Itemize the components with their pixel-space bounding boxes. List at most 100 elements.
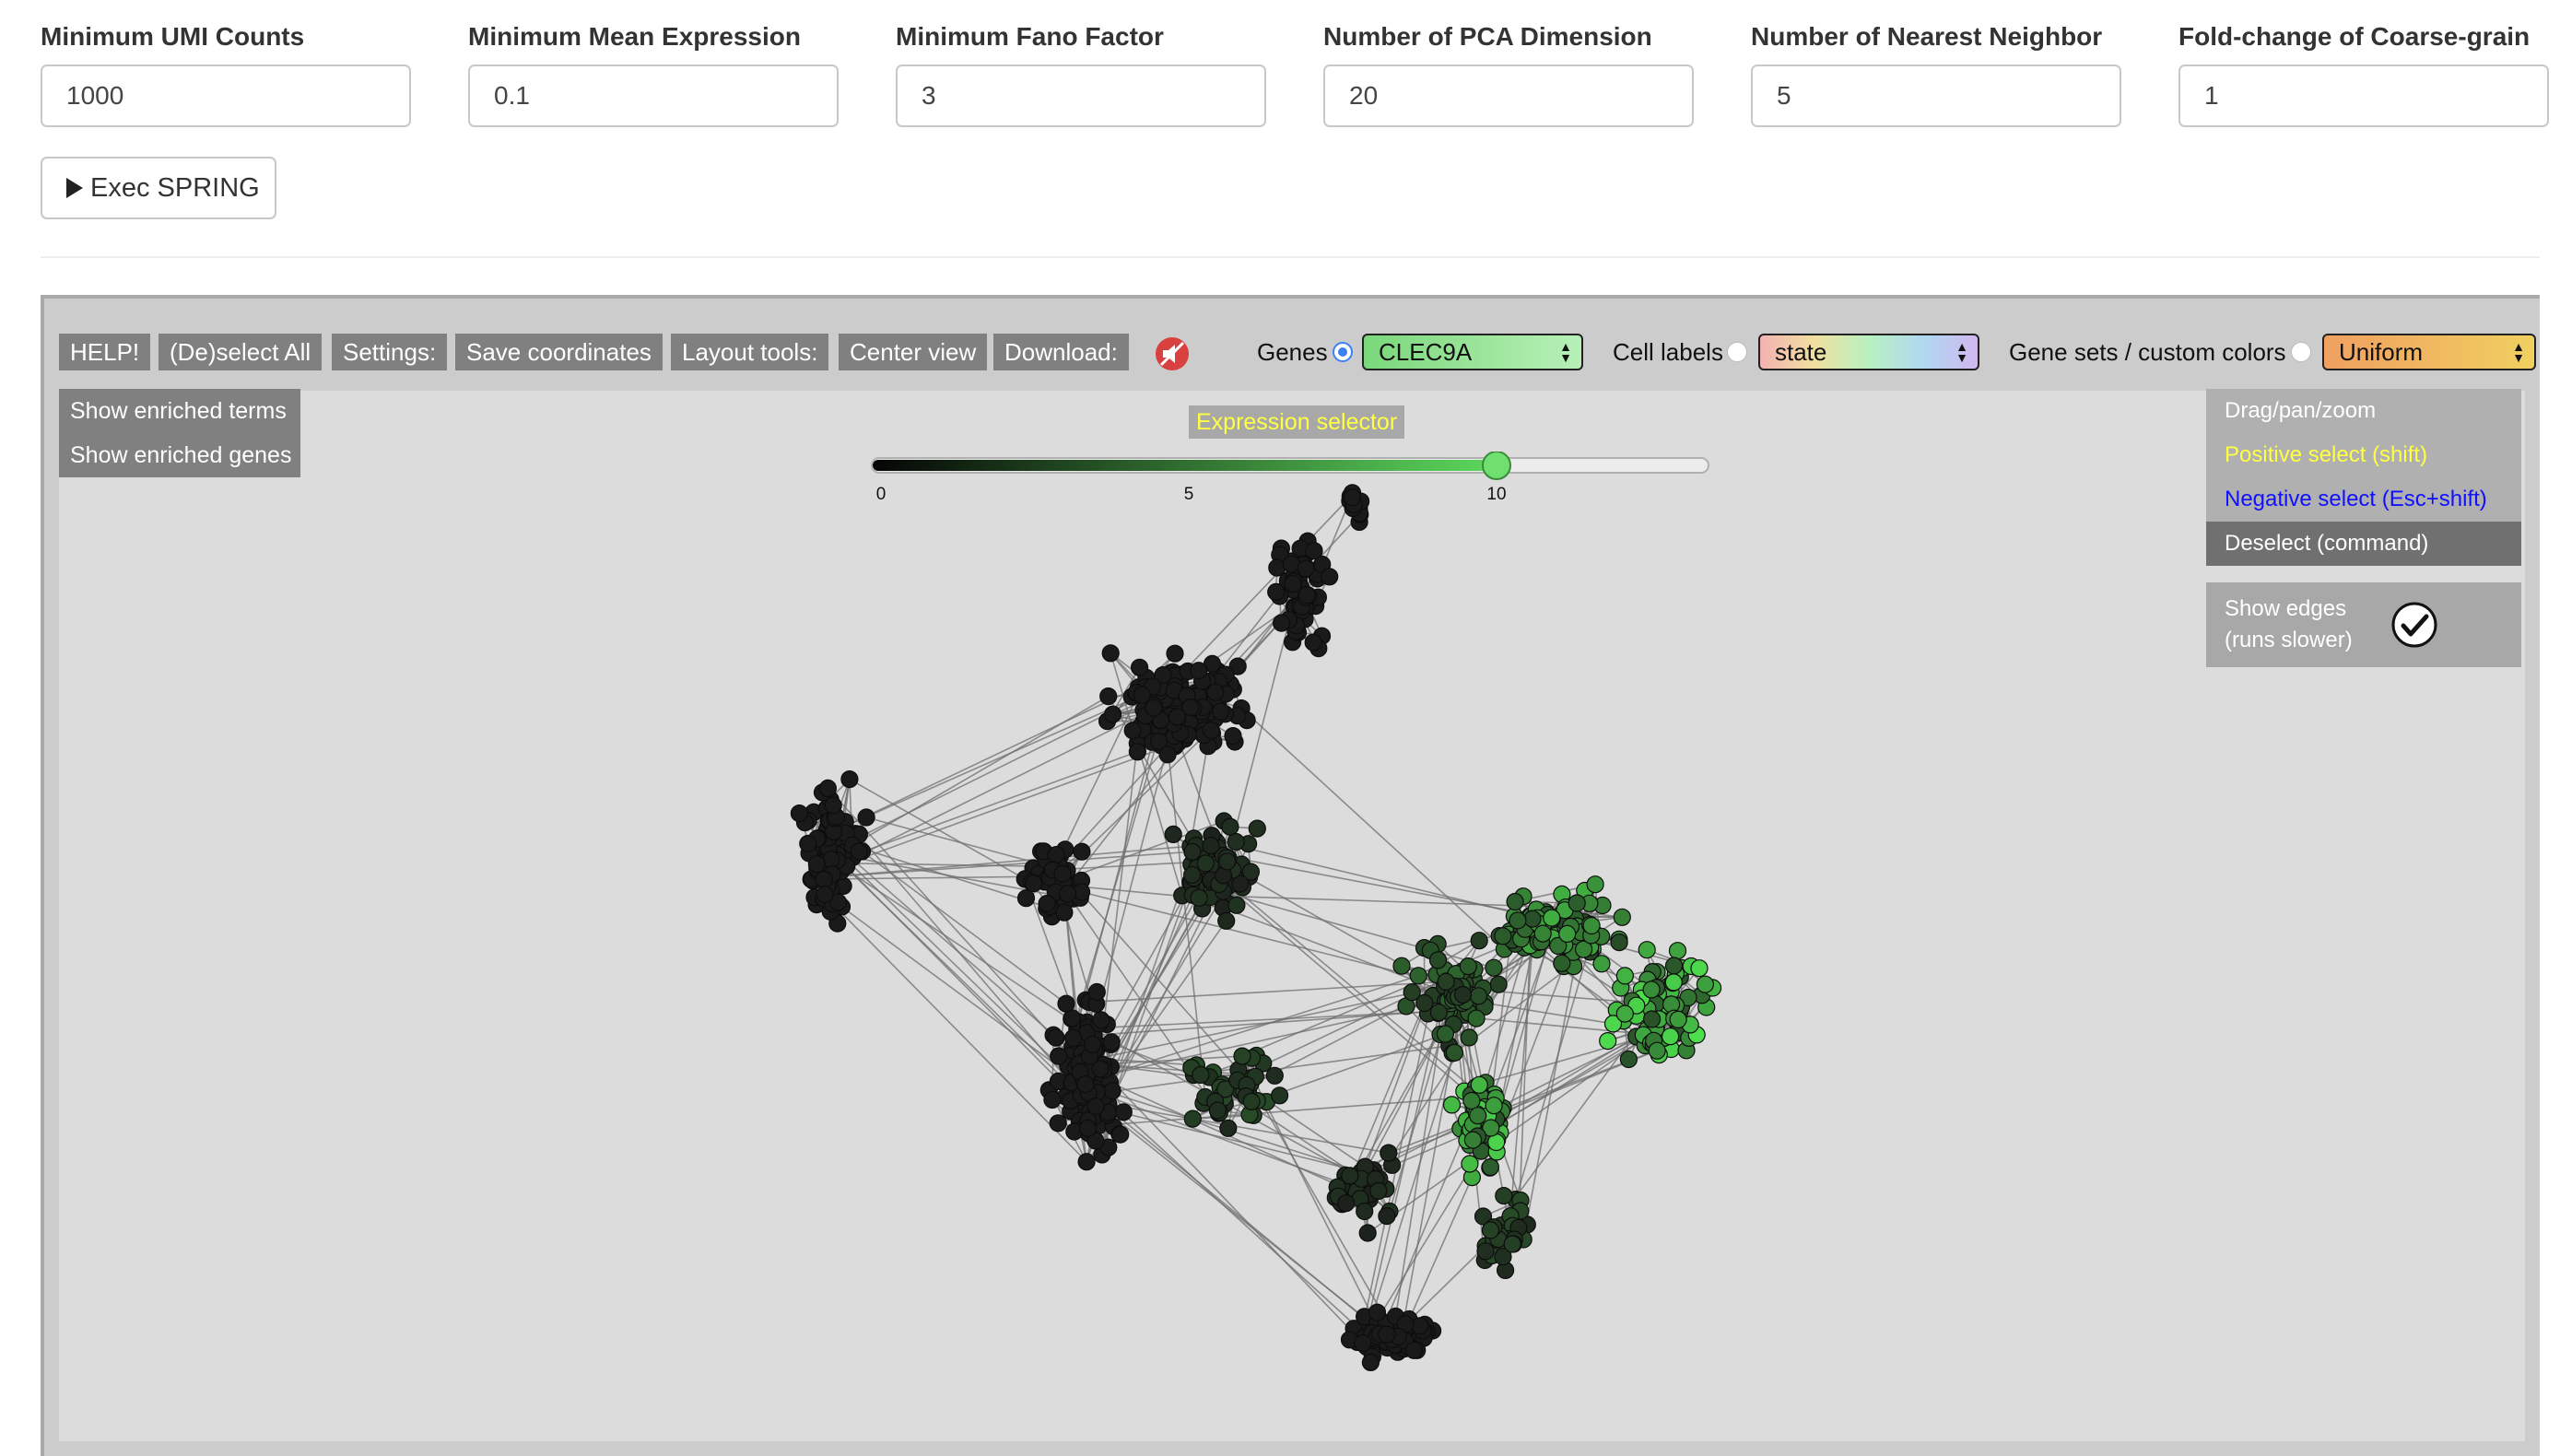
cell-node[interactable] — [1507, 894, 1523, 910]
settings-button[interactable]: Settings: — [332, 334, 447, 370]
cell-node[interactable] — [1691, 960, 1708, 977]
slider-thumb[interactable] — [1483, 452, 1510, 479]
cell-node[interactable] — [1614, 909, 1630, 925]
cell-node[interactable] — [1060, 886, 1076, 902]
cell-node[interactable] — [1133, 687, 1150, 703]
cell-node[interactable] — [1482, 1159, 1498, 1176]
cell-node[interactable] — [1471, 1076, 1487, 1093]
deselect-all-button[interactable]: (De)select All — [159, 334, 322, 370]
min-fano-input[interactable] — [896, 65, 1266, 127]
mode-positive-select[interactable]: Positive select (shift) — [2206, 433, 2521, 477]
cell-node[interactable] — [1054, 865, 1071, 882]
cell-node[interactable] — [1285, 576, 1301, 593]
cell-node[interactable] — [1124, 722, 1141, 739]
show-edges-toggle[interactable]: Show edges (runs slower) — [2206, 582, 2521, 667]
cell-node[interactable] — [1471, 988, 1487, 1004]
cell-node[interactable] — [1268, 583, 1285, 600]
exec-spring-button[interactable]: Exec SPRING — [41, 157, 276, 219]
spring-graph[interactable] — [719, 479, 1861, 1382]
cell-node[interactable] — [1616, 1005, 1633, 1022]
cell-node[interactable] — [1495, 928, 1511, 945]
show-enriched-terms-button[interactable]: Show enriched terms — [59, 389, 300, 433]
cell-node[interactable] — [1085, 1037, 1101, 1053]
cell-node[interactable] — [1104, 1083, 1121, 1099]
cell-node[interactable] — [1370, 1182, 1387, 1199]
cell-node[interactable] — [1406, 1342, 1423, 1358]
cell-node[interactable] — [1203, 722, 1219, 739]
cell-node[interactable] — [1165, 826, 1181, 842]
help-button[interactable]: HELP! — [59, 334, 150, 370]
gene-sets-select[interactable]: Uniform ▲▼ — [2322, 334, 2536, 370]
cell-node[interactable] — [1218, 912, 1235, 929]
cell-node[interactable] — [1065, 1029, 1082, 1046]
cell-node[interactable] — [1227, 834, 1244, 851]
cell-node[interactable] — [800, 836, 816, 852]
cell-node[interactable] — [1470, 1108, 1486, 1124]
cell-node[interactable] — [808, 856, 825, 873]
cell-node[interactable] — [1191, 663, 1207, 679]
cell-node[interactable] — [1184, 843, 1201, 860]
cell-node[interactable] — [1430, 1004, 1447, 1021]
cell-node[interactable] — [1184, 1110, 1201, 1127]
min-umi-input[interactable] — [41, 65, 411, 127]
cell-node[interactable] — [1051, 1048, 1067, 1064]
cell-node[interactable] — [819, 780, 836, 796]
cell-node[interactable] — [1184, 866, 1201, 883]
cell-node[interactable] — [1048, 847, 1064, 863]
cell-node[interactable] — [841, 771, 858, 788]
cell-node[interactable] — [1168, 709, 1185, 725]
cell-node[interactable] — [816, 887, 833, 903]
cell-node[interactable] — [1234, 1048, 1251, 1064]
cell-node[interactable] — [1044, 1091, 1061, 1108]
cell-node[interactable] — [1644, 1011, 1661, 1027]
cell-node[interactable] — [1048, 1029, 1064, 1046]
cell-labels-select[interactable]: state ▲▼ — [1758, 334, 1979, 370]
cell-node[interactable] — [1464, 1132, 1481, 1148]
cell-node[interactable] — [1477, 1243, 1494, 1260]
cell-node[interactable] — [1359, 1225, 1376, 1241]
cell-node[interactable] — [1504, 1236, 1521, 1252]
cell-node[interactable] — [1102, 645, 1119, 662]
center-view-button[interactable]: Center view — [839, 334, 987, 370]
sound-muted-icon[interactable] — [1154, 335, 1191, 372]
mode-drag-pan-zoom[interactable]: Drag/pan/zoom — [2206, 389, 2521, 433]
cell-node[interactable] — [816, 872, 832, 888]
cell-node[interactable] — [1666, 957, 1683, 974]
cell-node[interactable] — [1220, 1120, 1237, 1136]
cell-node[interactable] — [1455, 987, 1472, 1004]
cell-node[interactable] — [1616, 968, 1633, 984]
cell-node[interactable] — [1544, 910, 1560, 926]
cell-node[interactable] — [1209, 1102, 1226, 1119]
cell-node[interactable] — [1056, 904, 1073, 921]
cell-node[interactable] — [1112, 1126, 1129, 1143]
cell-node[interactable] — [1662, 1028, 1679, 1045]
cell-node[interactable] — [1665, 974, 1682, 991]
show-enriched-genes-button[interactable]: Show enriched genes — [59, 433, 300, 477]
cell-node[interactable] — [1078, 1154, 1095, 1170]
cell-node[interactable] — [858, 809, 875, 826]
cell-node[interactable] — [1559, 925, 1576, 942]
cell-node[interactable] — [1207, 684, 1224, 700]
cell-node[interactable] — [1272, 1087, 1288, 1104]
cell-node[interactable] — [1342, 1168, 1358, 1184]
cell-node[interactable] — [1087, 1098, 1104, 1115]
coarse-grain-input[interactable] — [2178, 65, 2549, 127]
cell-node[interactable] — [1430, 952, 1447, 969]
cell-node[interactable] — [1321, 569, 1338, 585]
cell-node[interactable] — [1225, 728, 1241, 745]
cell-node[interactable] — [1132, 659, 1148, 675]
cell-node[interactable] — [1638, 942, 1655, 958]
cell-node[interactable] — [1412, 1318, 1428, 1334]
cell-node[interactable] — [1192, 1066, 1209, 1083]
cell-node[interactable] — [1534, 925, 1551, 942]
cell-node[interactable] — [1649, 1042, 1665, 1059]
cell-node[interactable] — [1283, 556, 1299, 572]
cell-node[interactable] — [1393, 957, 1410, 974]
knn-input[interactable] — [1751, 65, 2121, 127]
cell-node[interactable] — [1298, 587, 1315, 604]
cell-node[interactable] — [851, 843, 867, 860]
cell-node[interactable] — [1355, 1334, 1371, 1351]
cell-node[interactable] — [1159, 746, 1176, 763]
cell-node[interactable] — [1145, 699, 1162, 716]
pca-dim-input[interactable] — [1323, 65, 1694, 127]
